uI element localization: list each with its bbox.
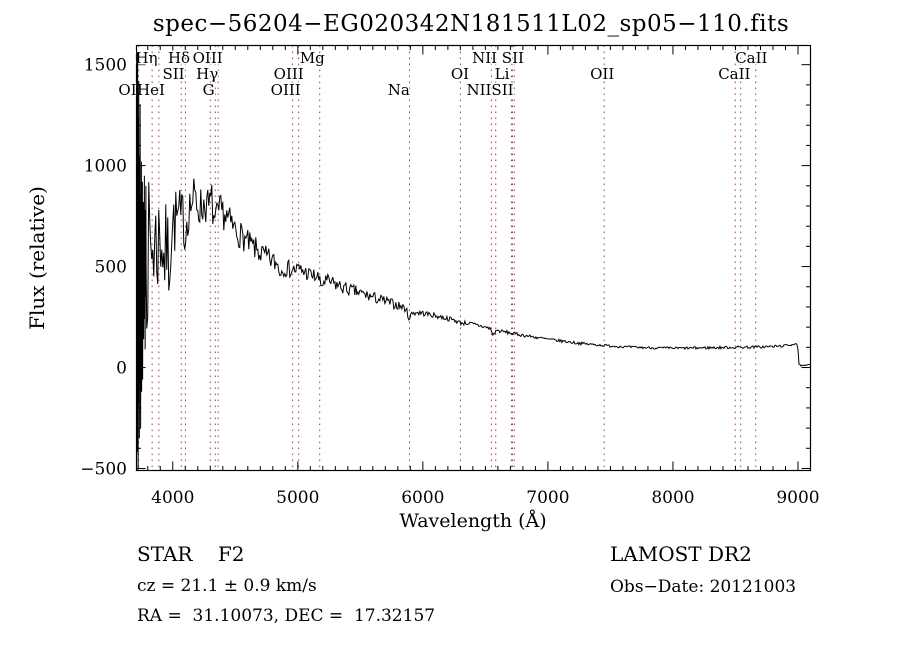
x-tick-label: 7000 <box>526 488 569 508</box>
classification-label: STAR F2 <box>137 542 245 566</box>
x-tick-label: 5000 <box>276 488 319 508</box>
spectrum-curve <box>136 50 811 471</box>
x-tick-label: 8000 <box>651 488 694 508</box>
ra-dec-value: RA = 31.10073, DEC = 17.32157 <box>137 606 436 626</box>
y-tick-label: 1000 <box>84 157 127 177</box>
spectral-line-label: Hη <box>135 49 157 67</box>
spectral-line-label: HeI <box>137 81 165 99</box>
spectral-line-label: G <box>203 81 215 99</box>
spectral-line-label: Hδ <box>168 49 190 67</box>
spectral-line-label: OIII <box>274 65 304 83</box>
plot-title: spec−56204−EG020342N181511L02_sp05−110.f… <box>152 11 790 37</box>
x-tick-label: 4000 <box>151 488 194 508</box>
spectral-line-label: Hγ <box>196 65 218 83</box>
spectral-line-label: CaII <box>735 49 767 67</box>
y-tick-label: −500 <box>80 459 127 479</box>
spectral-line-label: Li <box>495 65 510 83</box>
spectral-line-label: OI <box>451 65 469 83</box>
x-axis-label: Wavelength (Å) <box>399 510 547 532</box>
spectral-line-label: SII <box>162 65 184 83</box>
spectral-line-label: NIISII <box>466 81 513 99</box>
spectral-line-label: Na <box>388 81 410 99</box>
x-tick-label: 9000 <box>776 488 819 508</box>
y-tick-label: 1500 <box>84 56 127 76</box>
spectral-line-label: CaII <box>718 65 750 83</box>
obs-date: Obs−Date: 20121003 <box>610 577 797 597</box>
x-tick-label: 6000 <box>401 488 444 508</box>
cz-value: cz = 21.1 ± 0.9 km/s <box>137 576 317 596</box>
spectral-line-label: Mg <box>300 49 325 67</box>
y-tick-label: 500 <box>95 258 127 278</box>
spectral-line-label: NII SII <box>472 49 524 67</box>
y-tick-label: 0 <box>116 359 127 379</box>
plot-frame <box>135 44 812 472</box>
survey-label: LAMOST DR2 <box>610 542 752 566</box>
spectral-line-label: OII <box>590 65 614 83</box>
spectral-line-label: OIII <box>271 81 301 99</box>
spectral-line-label: OIII <box>193 49 223 67</box>
